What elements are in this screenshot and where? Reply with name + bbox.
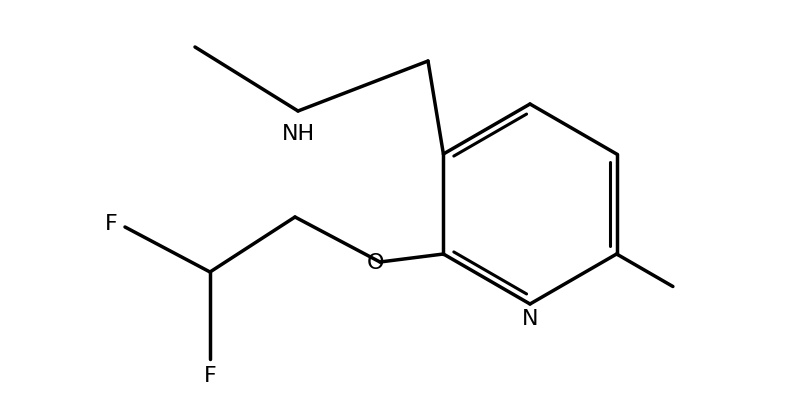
Text: F: F: [105, 213, 117, 234]
Text: NH: NH: [281, 124, 314, 144]
Text: F: F: [203, 365, 217, 385]
Text: O: O: [367, 252, 385, 272]
Text: N: N: [522, 308, 538, 328]
